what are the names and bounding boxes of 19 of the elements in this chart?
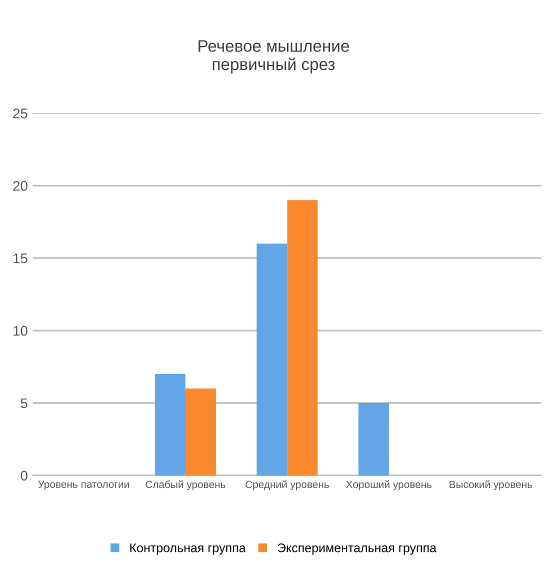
chart-title: Речевое мышление первичный срез xyxy=(198,40,349,74)
y-tick-label: 25 xyxy=(13,108,28,118)
bar xyxy=(154,374,186,476)
bar xyxy=(185,388,216,476)
y-tick-label: 0 xyxy=(20,470,28,481)
y-tick-label: 20 xyxy=(13,180,28,191)
y-tick-label: 10 xyxy=(14,326,28,336)
y-tick-label: 15 xyxy=(14,254,28,264)
bar xyxy=(358,402,389,476)
legend-label: Экспериментальная группа xyxy=(278,543,436,555)
bar xyxy=(256,244,288,476)
x-tick-label: Средний уровень xyxy=(246,480,329,490)
bar xyxy=(287,200,318,476)
x-tick-label: Высокий уровень xyxy=(450,480,532,490)
y-tick-label: 5 xyxy=(20,398,28,408)
legend-label: Контрольная группа xyxy=(130,544,246,555)
x-tick-label: Слабый уровень xyxy=(146,480,226,490)
x-tick-label: Хороший уровень xyxy=(346,480,432,490)
x-tick-label: Уровень патологии xyxy=(38,480,129,490)
